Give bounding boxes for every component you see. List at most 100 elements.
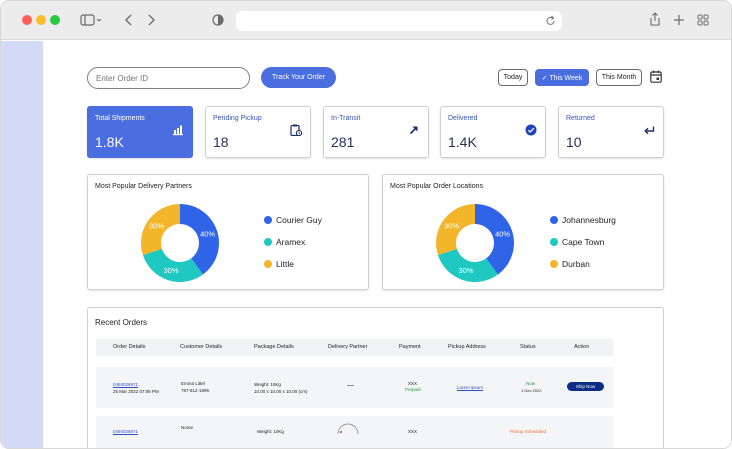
- legend-item: Johannesburg: [550, 215, 616, 237]
- legend-swatch-teal: [264, 238, 272, 246]
- check-icon: ✓: [541, 74, 550, 82]
- column-header: Payment: [399, 344, 421, 350]
- legend-item: Cape Town: [550, 237, 616, 259]
- bar-chart-icon: [173, 125, 183, 136]
- share-icon[interactable]: [649, 12, 661, 27]
- legend-swatch-yellow: [550, 260, 558, 268]
- legend-item: Durban: [550, 259, 616, 281]
- orders-table-header: Order Details Customer Details Package D…: [96, 339, 613, 356]
- filter-this-month-button[interactable]: This Month: [596, 69, 642, 86]
- delivery-partners-donut-chart: 40% 30% 30%: [141, 204, 219, 282]
- track-order-button[interactable]: Track Your Order: [261, 67, 336, 88]
- column-header: Package Details: [254, 344, 294, 350]
- legend-label: Little: [276, 259, 294, 269]
- calendar-icon[interactable]: [650, 70, 662, 83]
- browser-titlebar: [1, 1, 731, 40]
- column-header: Delivery Partner: [328, 344, 368, 350]
- loading-spinner-icon: [337, 423, 359, 434]
- legend-swatch-blue: [550, 216, 558, 224]
- dashboard-content: Track Your Order Today ✓ This Week This …: [43, 41, 731, 448]
- table-row[interactable]: 0494026971 Nome Weight: 10Kg XXX Pickup …: [96, 416, 613, 448]
- legend-label: Durban: [562, 259, 590, 269]
- legend-swatch-blue: [264, 216, 272, 224]
- status-date: 1 Dec 2022: [521, 388, 542, 393]
- legend-label: Johannesburg: [562, 215, 616, 225]
- status-text: Pickup Scheduled: [510, 429, 547, 434]
- clipboard-clock-icon: [290, 124, 302, 136]
- column-header: Order Details: [113, 344, 146, 350]
- stat-value: 1.4K: [448, 134, 477, 150]
- locations-slice-label: 30%: [459, 266, 474, 275]
- filter-this-week-label: This Week: [549, 74, 583, 82]
- order-date: 25 Mar 2022 07:06 PM: [113, 389, 159, 394]
- panel-title: Most Popular Order Locations: [390, 183, 483, 190]
- locations-slice-label: 40%: [495, 230, 510, 239]
- app-sidebar: [1, 41, 43, 448]
- legend-item: Courier Guy: [264, 215, 322, 237]
- minimize-window-button[interactable]: [36, 15, 46, 25]
- stat-label: Pending Pickup: [213, 115, 262, 122]
- delivery-partners-panel: Most Popular Delivery Partners 40% 30% 30%…: [87, 174, 369, 290]
- stat-card-in-transit[interactable]: In-Transit 281: [323, 106, 429, 158]
- payment-amount: XXX: [408, 381, 418, 386]
- stat-card-pending-pickup[interactable]: Pending Pickup 18: [205, 106, 311, 158]
- new-tab-icon[interactable]: [673, 14, 685, 26]
- partners-slice-label: 30%: [164, 266, 179, 275]
- order-locations-panel: Most Popular Order Locations 40% 30% 30% J…: [382, 174, 664, 290]
- partners-slice-little: [141, 204, 180, 256]
- legend-label: Courier Guy: [276, 215, 322, 225]
- order-id-input[interactable]: [87, 67, 250, 89]
- privacy-shield-icon[interactable]: [212, 14, 224, 26]
- stat-label: Delivered: [448, 115, 478, 122]
- column-header: Action: [574, 344, 590, 350]
- package-weight: Weight: 10Kg: [254, 382, 281, 387]
- locations-slice-durban: [436, 204, 475, 256]
- legend-item: Little: [264, 259, 322, 281]
- stat-card-returned[interactable]: Returned 10: [558, 106, 664, 158]
- locations-slice-cape-town: [437, 248, 498, 282]
- tab-overview-icon[interactable]: [697, 14, 709, 26]
- locations-slice-johannesburg: [475, 204, 514, 275]
- check-circle-icon: [525, 124, 537, 136]
- stat-value: 10: [566, 134, 582, 150]
- stat-value: 281: [331, 134, 355, 150]
- stat-value: 1.8K: [95, 134, 124, 150]
- panel-title: Most Popular Delivery Partners: [95, 183, 192, 190]
- partners-slice-courier-guy: [180, 204, 219, 275]
- payment-status: Prepaid: [405, 387, 421, 392]
- close-window-button[interactable]: [22, 15, 32, 25]
- back-icon[interactable]: [124, 14, 134, 26]
- forward-icon[interactable]: [147, 14, 157, 26]
- legend-item: Aramex: [264, 237, 322, 259]
- status-text: Now: [526, 381, 536, 386]
- order-id-link[interactable]: 0494026971: [113, 429, 139, 434]
- legend-label: Cape Town: [562, 237, 605, 247]
- column-header: Pickup Address: [448, 344, 486, 350]
- column-header: Status: [520, 344, 536, 350]
- stat-value: 18: [213, 134, 229, 150]
- return-arrow-icon: [644, 126, 655, 135]
- partners-slice-label: 40%: [200, 230, 215, 239]
- legend-label: Aramex: [276, 237, 306, 247]
- customer-phone: 787-612-1995: [181, 388, 210, 393]
- sidebar-toggle-icon[interactable]: [80, 14, 102, 27]
- recent-orders-panel: Recent Orders Order Details Customer Det…: [87, 307, 664, 448]
- package-weight: Weight: 10Kg: [257, 429, 284, 434]
- filter-this-week-button[interactable]: ✓ This Week: [535, 69, 589, 86]
- address-bar[interactable]: [236, 11, 562, 31]
- order-id-link[interactable]: 0494026971: [113, 382, 139, 387]
- order-locations-legend: Johannesburg Cape Town Durban: [550, 215, 616, 281]
- pickup-address-link[interactable]: Lorem ipsum: [457, 385, 484, 390]
- reload-icon[interactable]: [546, 15, 556, 27]
- partners-slice-label: 30%: [149, 221, 164, 230]
- stat-card-delivered[interactable]: Delivered 1.4K: [440, 106, 546, 158]
- customer-name: Emma Littel: [181, 381, 205, 386]
- customer-name: Nome: [181, 425, 194, 430]
- table-row[interactable]: 0494026971 25 Mar 2022 07:06 PM Emma Lit…: [96, 367, 613, 408]
- ship-now-button[interactable]: Ship Now: [567, 382, 604, 391]
- stat-card-total-shipments[interactable]: Total Shipments 1.8K: [87, 106, 193, 158]
- maximize-window-button[interactable]: [50, 15, 60, 25]
- locations-slice-label: 30%: [444, 221, 459, 230]
- filter-today-button[interactable]: Today: [498, 69, 528, 86]
- package-dimensions: 10.00 x 10.00 x 10.00 (cm): [254, 389, 308, 394]
